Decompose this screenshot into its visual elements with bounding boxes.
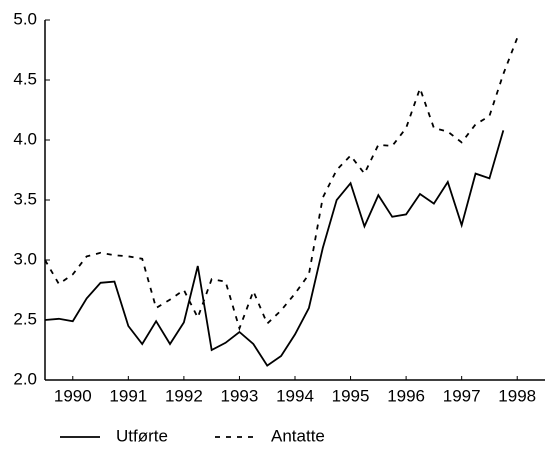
y-tick-label: 2.5 (13, 309, 37, 328)
x-tick-label: 1993 (221, 386, 259, 405)
y-tick-label: 4.5 (13, 69, 37, 88)
x-tick-label: 1994 (276, 386, 314, 405)
x-tick-label: 1991 (109, 386, 147, 405)
y-tick-label: 2.0 (13, 369, 37, 388)
legend-label: Utførte (116, 426, 168, 445)
y-tick-label: 5.0 (13, 9, 37, 28)
series-line (44, 130, 505, 367)
legend-label: Antatte (271, 426, 325, 445)
y-tick-label: 3.5 (13, 189, 37, 208)
y-tick-label: 4.0 (13, 129, 37, 148)
x-tick-label: 1998 (498, 386, 536, 405)
x-tick-label: 1995 (332, 386, 370, 405)
x-tick-label: 1996 (387, 386, 425, 405)
x-tick-label: 1992 (165, 386, 203, 405)
x-tick-label: 1997 (443, 386, 481, 405)
x-tick-label: 1990 (54, 386, 92, 405)
y-tick-label: 3.0 (13, 249, 37, 268)
